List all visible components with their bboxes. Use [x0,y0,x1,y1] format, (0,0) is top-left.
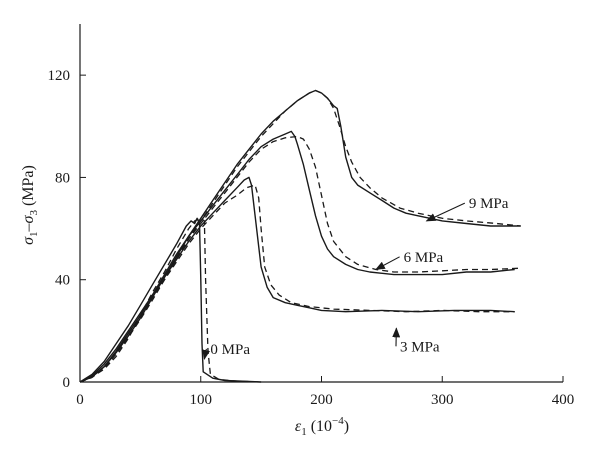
x-tick-label: 300 [431,392,454,408]
x-axis-symbol: ε [295,418,302,435]
annotation-label-6-mpa: 6 MPa [404,250,444,266]
y-tick-label: 40 [55,273,70,289]
y-axis-sigma1-subscript: 1 [28,231,40,237]
y-tick-label: 80 [55,170,70,186]
y-axis-dash: – [20,222,37,232]
series-line-9-mpa-dashed [79,89,521,383]
series-line-3-mpa-solid [79,176,515,383]
annotation-arrow-6-mpa [374,256,400,270]
x-axis-symbol-subscript: 1 [301,426,307,438]
x-axis-unit: (10 [307,418,332,435]
y-axis-sigma3: σ [20,214,37,223]
series-line-9-mpa-solid [79,89,521,383]
series-line-3-mpa-dashed [79,184,515,383]
annotation-arrow-0-mpa [202,348,211,360]
x-tick-label: 400 [552,392,575,408]
y-axis-sigma1: σ [20,236,37,245]
y-axis-label: σ1–σ3 (MPa) [20,165,40,245]
y-axis-sigma3-subscript: 3 [28,210,40,216]
annotation-label-3-mpa: 3 MPa [400,339,440,355]
x-axis-unit-close: ) [344,418,349,435]
y-tick-label: 0 [63,375,71,391]
x-tick-label: 200 [310,392,333,408]
series-line-0-mpa-solid [79,217,262,383]
x-axis-label: ε1 (10−4) [295,415,349,438]
annotation-layer: 0 MPa 3 MPa 6 MPa 9 MPa [202,196,509,360]
annotation-label-9-mpa: 9 MPa [469,196,509,212]
series-line-6-mpa-solid [79,130,515,383]
series-line-0-mpa-dashed [79,217,262,383]
x-ticks: 0 100 200 300 400 [76,376,574,408]
x-tick-label: 0 [76,392,84,408]
annotation-label-0-mpa: 0 MPa [210,342,250,358]
annotation-arrow-9-mpa [425,202,466,222]
series-line-6-mpa-dashed [79,135,521,383]
y-tick-label: 120 [48,68,71,84]
y-axis-unit: (MPa) [20,165,37,210]
y-ticks: 0 40 80 120 [48,68,86,391]
x-axis-unit-exponent: −4 [332,415,344,427]
x-tick-label: 100 [190,392,213,408]
series-layer [79,89,521,383]
